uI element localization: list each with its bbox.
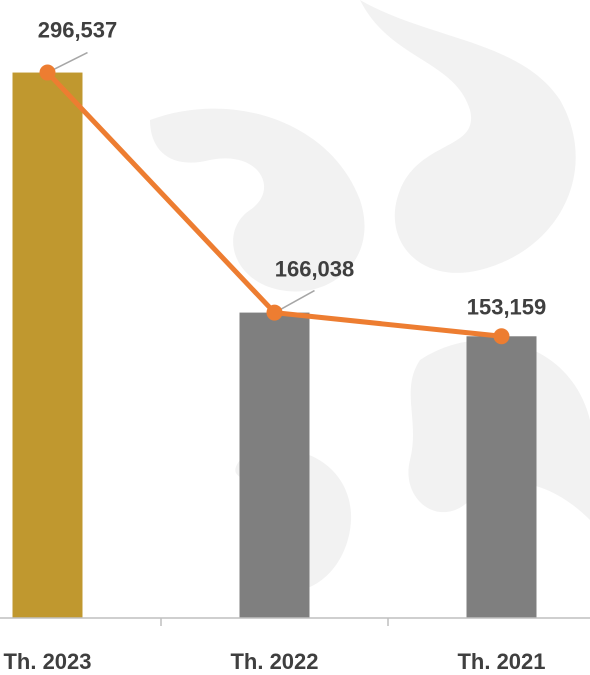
trend-point xyxy=(493,328,510,345)
data-label: 153,159 xyxy=(467,294,547,319)
trend-points xyxy=(39,64,510,345)
watermark-shape xyxy=(360,0,576,273)
watermark-shape xyxy=(150,108,365,292)
x-tick-label: Th. 2021 xyxy=(457,649,545,674)
data-label: 296,537 xyxy=(38,18,118,43)
bar-th-2023 xyxy=(12,72,83,618)
label-leader-line xyxy=(51,51,88,72)
data-labels: 296,537 166,038 153,159 xyxy=(38,18,547,320)
trend-point xyxy=(266,304,283,321)
x-tick-label: Th. 2023 xyxy=(3,649,91,674)
x-tick-label: Th. 2022 xyxy=(230,649,318,674)
data-label: 166,038 xyxy=(275,257,355,282)
x-axis-ticks xyxy=(160,618,389,626)
bar-th-2021 xyxy=(466,336,537,618)
label-leader-line xyxy=(278,289,315,312)
bar-th-2022 xyxy=(239,312,310,618)
trend-point xyxy=(39,64,56,81)
label-leader-lines xyxy=(51,51,315,312)
x-tick-labels: Th. 2023 Th. 2022 Th. 2021 xyxy=(3,649,545,674)
bars-group xyxy=(12,72,537,618)
